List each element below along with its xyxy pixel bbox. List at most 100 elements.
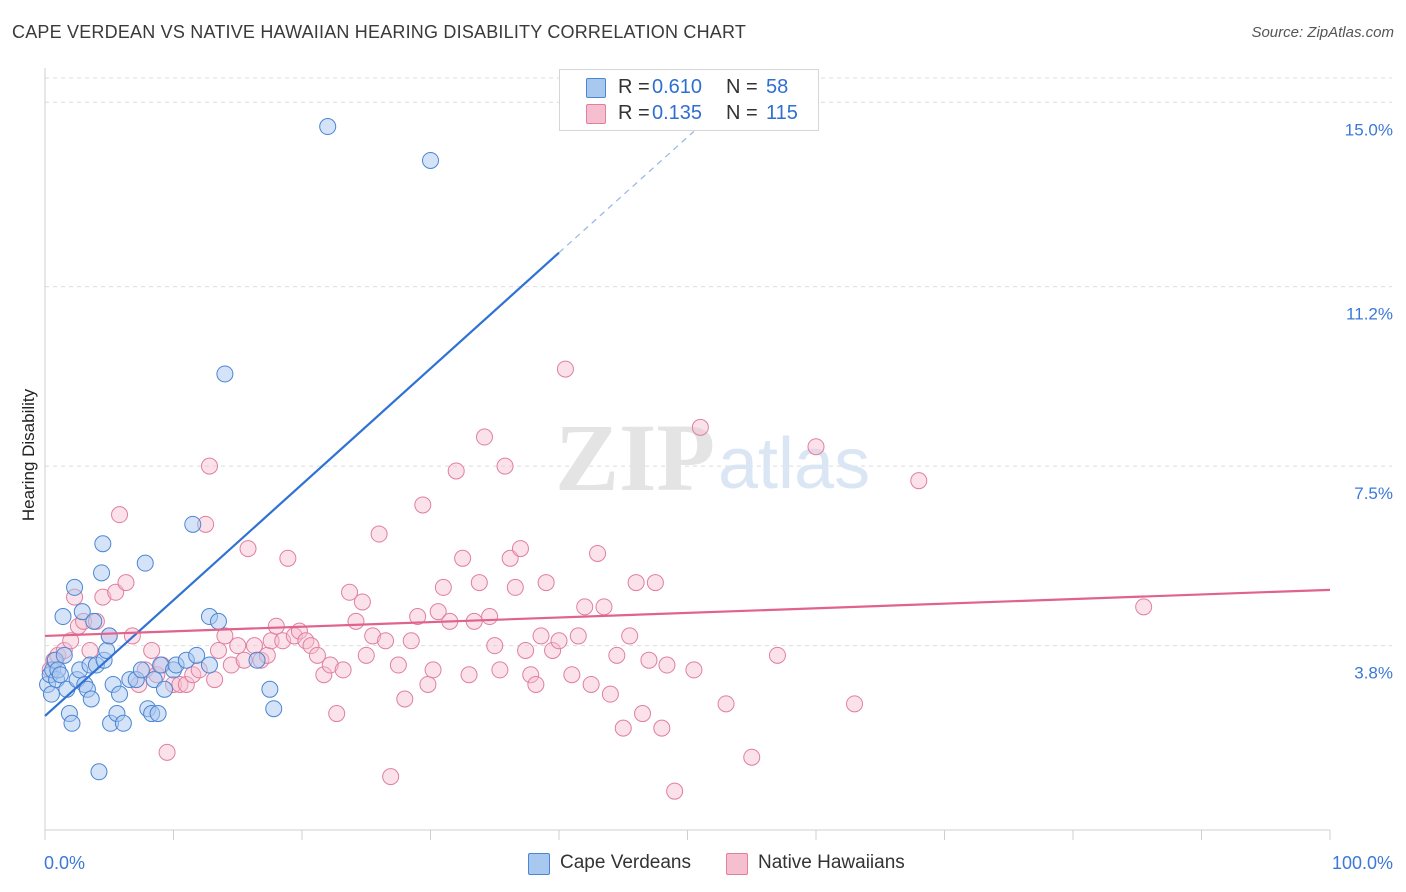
point-cape-verdeans (94, 535, 112, 553)
point-native-hawaiians (550, 632, 568, 650)
y-tick-label: 7.5% (1354, 484, 1393, 503)
point-native-hawaiians (297, 632, 315, 650)
point-native-hawaiians (94, 588, 112, 606)
point-native-hawaiians (357, 646, 375, 664)
point-native-hawaiians (582, 675, 600, 693)
watermark-zip: ZIP (555, 404, 715, 511)
point-native-hawaiians (222, 656, 240, 674)
point-native-hawaiians (685, 661, 703, 679)
point-cape-verdeans (422, 151, 439, 169)
point-native-hawaiians (279, 549, 297, 567)
point-native-hawaiians (527, 675, 545, 693)
point-native-hawaiians (209, 641, 227, 659)
point-cape-verdeans (209, 612, 227, 630)
legend-r-label: R = (618, 102, 650, 124)
point-native-hawaiians (382, 768, 400, 786)
point-native-hawaiians (62, 632, 80, 650)
legend-swatch-pink (586, 104, 606, 124)
point-native-hawaiians (666, 782, 684, 800)
point-native-hawaiians (424, 661, 442, 679)
point-cape-verdeans (73, 603, 91, 621)
point-native-hawaiians (267, 617, 285, 635)
bottom-legend-label: Cape Verdeans (560, 852, 691, 873)
point-native-hawaiians (419, 675, 437, 693)
point-cape-verdeans (132, 661, 150, 679)
legend-r-label: R = (618, 76, 650, 98)
point-native-hawaiians (158, 743, 176, 761)
point-cape-verdeans (319, 118, 337, 136)
y-axis-label: Hearing Disability (19, 388, 38, 521)
point-native-hawaiians (595, 598, 613, 616)
point-native-hawaiians (308, 646, 326, 664)
point-native-hawaiians (143, 641, 161, 659)
point-cape-verdeans (63, 714, 81, 732)
point-cape-verdeans (114, 714, 132, 732)
point-native-hawaiians (621, 627, 639, 645)
point-native-hawaiians (653, 719, 671, 737)
point-native-hawaiians (511, 540, 529, 558)
point-native-hawaiians (409, 608, 427, 626)
point-native-hawaiians (658, 656, 676, 674)
point-native-hawaiians (353, 593, 371, 611)
source-label: Source: ZipAtlas.com (1251, 24, 1394, 41)
trendline-cape-verdeans (44, 251, 560, 717)
point-native-hawaiians (321, 656, 339, 674)
point-native-hawaiians (389, 656, 407, 674)
bottom-legend-swatch-pink (726, 853, 748, 875)
y-tick-label: 15.0% (1345, 120, 1393, 139)
point-native-hawaiians (807, 438, 825, 456)
trendline-cape-verdeans-extension (558, 130, 695, 254)
point-cape-verdeans (149, 705, 167, 723)
point-native-hawaiians (589, 544, 607, 562)
point-native-hawaiians (496, 457, 514, 475)
legend-n-label: N = (726, 76, 758, 98)
point-native-hawaiians (334, 661, 352, 679)
point-cape-verdeans (265, 700, 283, 718)
point-native-hawaiians (768, 646, 786, 664)
trend-lines (44, 130, 1331, 717)
point-native-hawaiians (454, 549, 472, 567)
point-cape-verdeans (111, 685, 129, 703)
point-native-hawaiians (532, 627, 550, 645)
point-cape-verdeans (93, 564, 111, 582)
point-native-hawaiians (691, 418, 709, 436)
point-cape-verdeans (82, 690, 100, 708)
watermark-atlas: atlas (718, 424, 870, 504)
point-native-hawaiians (475, 428, 493, 446)
point-native-hawaiians (1135, 598, 1153, 616)
legend-r-value: 0.135 (652, 102, 703, 124)
point-native-hawaiians (111, 506, 129, 524)
point-native-hawaiians (117, 574, 135, 592)
point-native-hawaiians (200, 457, 218, 475)
point-native-hawaiians (646, 574, 664, 592)
point-native-hawaiians (302, 637, 320, 655)
point-native-hawaiians (414, 496, 432, 514)
point-cape-verdeans (184, 515, 202, 533)
point-native-hawaiians (627, 574, 645, 592)
x-tick-label-min: 0.0% (44, 853, 85, 873)
point-native-hawaiians (634, 705, 652, 723)
point-cape-verdeans (261, 680, 279, 698)
point-native-hawaiians (206, 671, 224, 689)
point-native-hawaiians (517, 641, 535, 659)
x-tick-label-max: 100.0% (1332, 853, 1393, 873)
point-cape-verdeans (54, 608, 72, 626)
point-cape-verdeans (100, 627, 118, 645)
point-native-hawaiians (569, 627, 587, 645)
bottom-legend-label: Native Hawaiians (758, 852, 905, 873)
trendline-native-hawaiians (44, 588, 1331, 638)
point-native-hawaiians (717, 695, 735, 713)
point-native-hawaiians (447, 462, 465, 480)
point-native-hawaiians (544, 641, 562, 659)
point-native-hawaiians (370, 525, 388, 543)
legend-r-value: 0.610 (652, 76, 703, 98)
bottom-legend-swatch-blue (528, 853, 550, 875)
point-cape-verdeans (136, 554, 154, 572)
legend-n-value: 58 (766, 76, 789, 98)
point-native-hawaiians (434, 578, 452, 596)
point-cape-verdeans (90, 763, 108, 781)
point-native-hawaiians (846, 695, 864, 713)
point-native-hawaiians (377, 632, 395, 650)
point-native-hawaiians (229, 637, 247, 655)
point-native-hawaiians (481, 608, 499, 626)
